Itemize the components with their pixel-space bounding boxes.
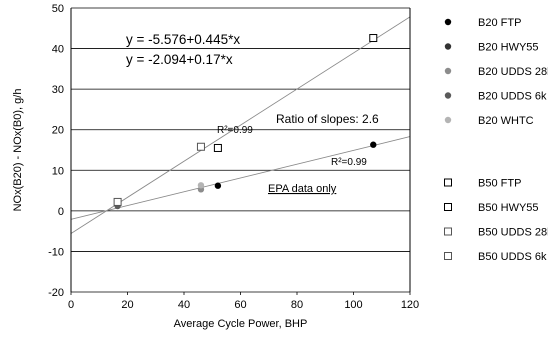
legend-label: B50 UDDS 28k bbox=[478, 227, 548, 239]
gridlines bbox=[71, 8, 410, 292]
equation-b20: y = -2.094+0.17*x bbox=[126, 52, 233, 67]
legend-marker bbox=[445, 68, 451, 74]
y-tick-label: 50 bbox=[52, 3, 64, 15]
y-tick-label: 0 bbox=[58, 206, 64, 218]
x-axis-title: Average Cycle Power, BHP bbox=[174, 318, 308, 330]
y-tick-label: -20 bbox=[48, 287, 64, 299]
x-tick-label: 0 bbox=[68, 299, 74, 311]
legend-marker bbox=[445, 179, 452, 186]
x-tick-label: 20 bbox=[121, 299, 133, 311]
y-axis-title: NOx(B20) - NOx(B0), g/h bbox=[12, 89, 24, 212]
x-tick-label: 100 bbox=[344, 299, 362, 311]
ratio-of-slopes: Ratio of slopes: 2.6 bbox=[276, 112, 379, 126]
legend-label: B50 FTP bbox=[478, 178, 521, 190]
r2-b20: R²=0.99 bbox=[331, 157, 367, 168]
x-tick-label: 60 bbox=[234, 299, 246, 311]
data-point bbox=[370, 142, 376, 148]
legend-marker bbox=[445, 19, 451, 25]
legend-marker bbox=[445, 43, 451, 49]
legend-label: B50 UDDS 6k bbox=[478, 251, 547, 263]
y-tick-label: 40 bbox=[52, 44, 64, 56]
equation-b50: y = -5.576+0.445*x bbox=[126, 32, 240, 47]
data-point bbox=[370, 35, 377, 42]
legend-marker bbox=[445, 117, 451, 123]
data-point bbox=[114, 198, 121, 205]
legend-label: B20 UDDS 6k bbox=[478, 91, 547, 103]
x-tick-label: 120 bbox=[401, 299, 419, 311]
data-point bbox=[214, 144, 221, 151]
legend-label: B20 FTP bbox=[478, 17, 521, 29]
y-tick-label: 20 bbox=[52, 125, 64, 137]
x-tick-label: 40 bbox=[178, 299, 190, 311]
data-point bbox=[215, 183, 221, 189]
legend-label: B20 HWY55 bbox=[478, 42, 539, 54]
legend-marker bbox=[445, 228, 452, 235]
y-tick-label: 10 bbox=[52, 165, 64, 177]
x-tick-label: 80 bbox=[291, 299, 303, 311]
legend-marker bbox=[445, 253, 452, 260]
legend-label: B20 WHTC bbox=[478, 115, 534, 127]
epa-note: EPA data only bbox=[268, 183, 337, 195]
r2-b50: R²=0.99 bbox=[217, 125, 253, 136]
legend-marker bbox=[445, 204, 452, 211]
y-tick-label: 30 bbox=[52, 84, 64, 96]
legend-label: B50 HWY55 bbox=[478, 202, 539, 214]
legend-marker bbox=[445, 92, 451, 98]
data-point bbox=[197, 143, 204, 150]
plot-area bbox=[71, 8, 410, 292]
legend-label: B20 UDDS 28k bbox=[478, 66, 548, 78]
data-point bbox=[198, 182, 204, 188]
legend: B20 FTP B20 HWY55 B20 UDDS 28k B20 UDDS 6k B… bbox=[445, 17, 548, 263]
y-tick-label: -10 bbox=[48, 246, 64, 258]
